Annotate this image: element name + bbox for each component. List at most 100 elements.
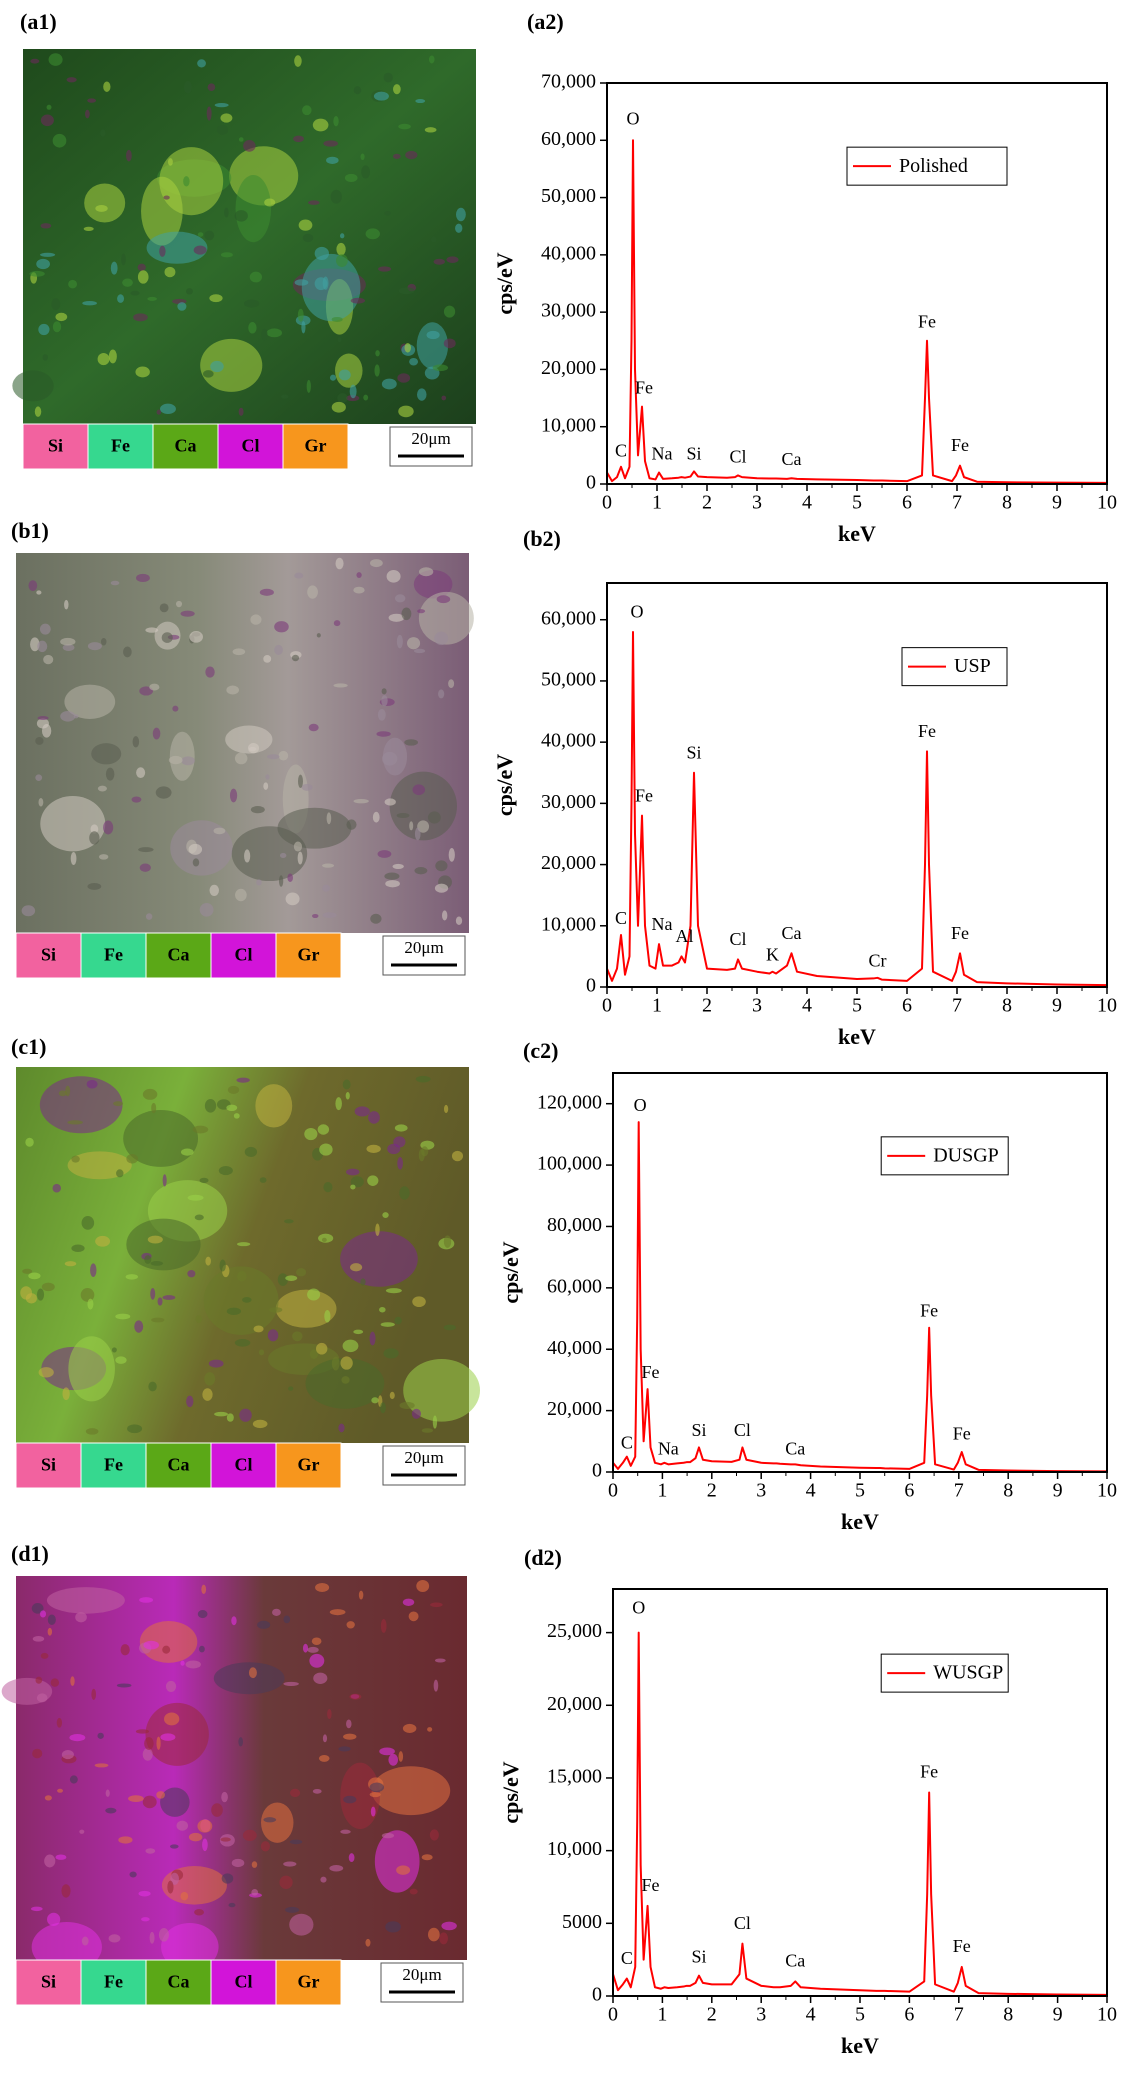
peak-label: Fe xyxy=(953,1423,971,1443)
map-texture xyxy=(210,360,224,373)
map-texture xyxy=(293,135,305,143)
map-texture xyxy=(204,230,215,241)
map-texture xyxy=(265,774,270,780)
map-texture xyxy=(159,603,169,613)
element-swatch xyxy=(282,423,349,470)
map-texture xyxy=(382,751,398,766)
map-texture xyxy=(85,1428,99,1435)
map-texture xyxy=(156,409,162,415)
x-tick-label: 7 xyxy=(952,995,962,1017)
peak-label: Fe xyxy=(951,435,969,455)
map-texture xyxy=(278,875,284,887)
map-texture xyxy=(177,302,187,311)
map-texture xyxy=(122,278,133,287)
map-texture xyxy=(381,688,387,695)
element-label: Si xyxy=(41,1972,56,1992)
map-texture xyxy=(382,1212,389,1218)
element-label: Cl xyxy=(242,436,260,456)
map-texture xyxy=(436,595,451,604)
map-texture xyxy=(346,1621,355,1629)
map-texture xyxy=(62,644,75,651)
x-tick-label: 7 xyxy=(952,492,962,514)
map-texture xyxy=(298,219,313,231)
map-texture xyxy=(340,1356,353,1370)
map-texture xyxy=(136,573,150,583)
map-texture xyxy=(415,1075,431,1083)
map-texture xyxy=(87,642,102,651)
map-texture xyxy=(31,1603,44,1614)
peak-label: K xyxy=(766,945,779,965)
map-texture xyxy=(263,655,272,663)
map-texture xyxy=(346,1168,360,1176)
map-texture xyxy=(135,366,150,378)
map-texture xyxy=(64,599,69,610)
map-texture xyxy=(129,1871,137,1878)
element-label: Gr xyxy=(298,1455,320,1475)
map-texture xyxy=(139,863,151,872)
map-texture xyxy=(443,338,456,349)
map-texture xyxy=(226,685,240,695)
map-texture xyxy=(385,1921,401,1933)
map-texture xyxy=(44,1854,56,1868)
map-texture xyxy=(255,1084,293,1128)
map-texture xyxy=(225,725,273,754)
map-texture xyxy=(337,337,342,343)
map-texture xyxy=(371,1766,451,1816)
map-texture xyxy=(335,557,344,570)
map-texture xyxy=(201,1584,207,1595)
map-texture xyxy=(297,308,304,322)
element-swatch xyxy=(152,423,219,470)
map-texture xyxy=(443,1235,452,1248)
map-texture xyxy=(322,884,331,892)
map-texture xyxy=(47,1627,53,1636)
map-texture xyxy=(326,156,339,164)
map-texture xyxy=(55,312,68,322)
map-texture xyxy=(385,1288,402,1294)
map-texture xyxy=(244,849,251,863)
map-texture xyxy=(219,1259,226,1272)
y-tick-label: 20,000 xyxy=(547,1398,602,1420)
y-tick-label: 10,000 xyxy=(547,1838,602,1860)
map-texture xyxy=(398,1751,404,1762)
peak-label: Fe xyxy=(951,923,969,943)
map-texture xyxy=(41,1282,55,1292)
map-texture xyxy=(105,1789,110,1797)
map-texture xyxy=(110,580,120,586)
map-texture xyxy=(91,1688,97,1700)
map-texture xyxy=(199,1645,205,1653)
element-swatch xyxy=(145,932,212,979)
map-texture xyxy=(421,1146,429,1157)
map-texture xyxy=(231,1616,237,1626)
map-texture xyxy=(97,353,110,366)
map-texture xyxy=(253,1325,264,1333)
map-texture xyxy=(52,1183,61,1193)
map-texture xyxy=(358,1590,364,1600)
map-texture xyxy=(409,357,419,366)
map-texture xyxy=(193,245,207,255)
map-texture xyxy=(302,233,314,243)
map-texture xyxy=(267,754,280,760)
map-texture xyxy=(192,1125,209,1134)
map-texture xyxy=(220,252,233,258)
map-texture xyxy=(80,1288,95,1302)
map-texture xyxy=(67,1120,83,1125)
y-tick-label: 40,000 xyxy=(541,242,596,264)
map-texture xyxy=(333,683,348,688)
map-texture xyxy=(134,1320,144,1333)
map-texture xyxy=(307,1288,321,1301)
map-texture xyxy=(126,1218,201,1271)
map-texture xyxy=(142,1748,153,1761)
panel-label: (b2) xyxy=(523,526,561,551)
map-texture xyxy=(256,879,262,886)
map-texture xyxy=(150,1288,156,1300)
map-texture xyxy=(356,572,362,578)
map-texture xyxy=(342,1079,351,1090)
element-label: Si xyxy=(41,1455,56,1475)
map-texture xyxy=(331,401,346,413)
peak-label: Fe xyxy=(918,721,936,741)
map-texture xyxy=(361,165,371,179)
map-texture xyxy=(338,1423,345,1433)
map-texture xyxy=(337,393,348,403)
map-texture xyxy=(103,81,111,92)
element-label: Ca xyxy=(168,1455,190,1475)
